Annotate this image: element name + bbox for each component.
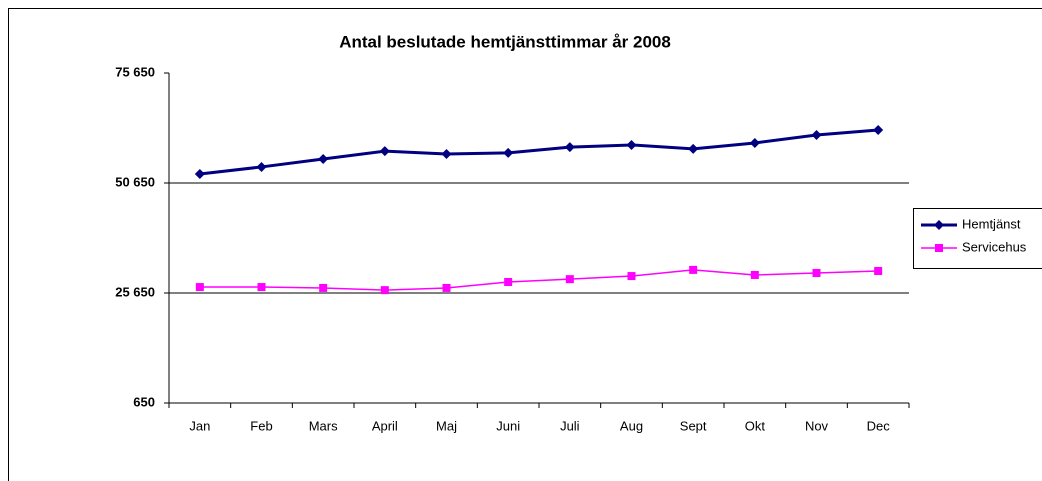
x-tick-label: Juli <box>560 418 580 433</box>
x-tick-label: Juni <box>496 418 520 433</box>
data-point <box>811 130 822 141</box>
data-point <box>564 142 575 153</box>
data-point <box>627 272 636 281</box>
data-point <box>503 147 514 158</box>
x-tick-label: Okt <box>745 418 766 433</box>
data-point <box>688 143 699 154</box>
x-tick-label: Feb <box>250 418 272 433</box>
chart-title: Antal beslutade hemtjänsttimmar år 2008 <box>339 32 671 51</box>
data-point <box>256 161 267 172</box>
data-point <box>749 137 760 148</box>
legend-box <box>913 208 1042 269</box>
data-point <box>873 124 884 135</box>
data-point <box>319 283 328 292</box>
data-point <box>442 283 451 292</box>
x-tick-label: Sept <box>680 418 707 433</box>
data-point <box>195 283 204 292</box>
data-point <box>504 278 513 286</box>
legend-marker <box>935 244 943 252</box>
data-point <box>318 154 329 165</box>
data-point <box>689 265 698 274</box>
legend-label: Servicehus <box>962 239 1027 254</box>
data-point <box>194 168 205 179</box>
legend-marker <box>934 220 944 230</box>
y-tick-label: 25 650 <box>115 284 155 299</box>
series-line <box>199 269 879 291</box>
data-point <box>257 283 266 292</box>
series-line <box>199 128 879 176</box>
y-tick-label: 650 <box>133 394 155 409</box>
y-tick-label: 75 650 <box>115 64 155 79</box>
x-tick-label: Dec <box>867 418 891 433</box>
data-point <box>379 146 390 157</box>
x-tick-label: Mars <box>309 418 338 433</box>
x-tick-label: Jan <box>189 418 210 433</box>
data-point <box>750 270 759 279</box>
data-point <box>626 139 637 150</box>
data-point <box>874 267 883 275</box>
data-point <box>565 275 574 284</box>
data-point <box>812 268 821 277</box>
x-tick-label: Nov <box>805 418 829 433</box>
y-tick-label: 50 650 <box>115 174 155 189</box>
data-point <box>380 286 389 295</box>
x-tick-label: Maj <box>436 418 457 433</box>
data-point <box>441 148 452 159</box>
x-tick-label: Aug <box>620 418 643 433</box>
x-tick-label: April <box>372 418 398 433</box>
chart-border <box>8 8 1042 481</box>
legend-label: Hemtjänst <box>962 216 1021 231</box>
